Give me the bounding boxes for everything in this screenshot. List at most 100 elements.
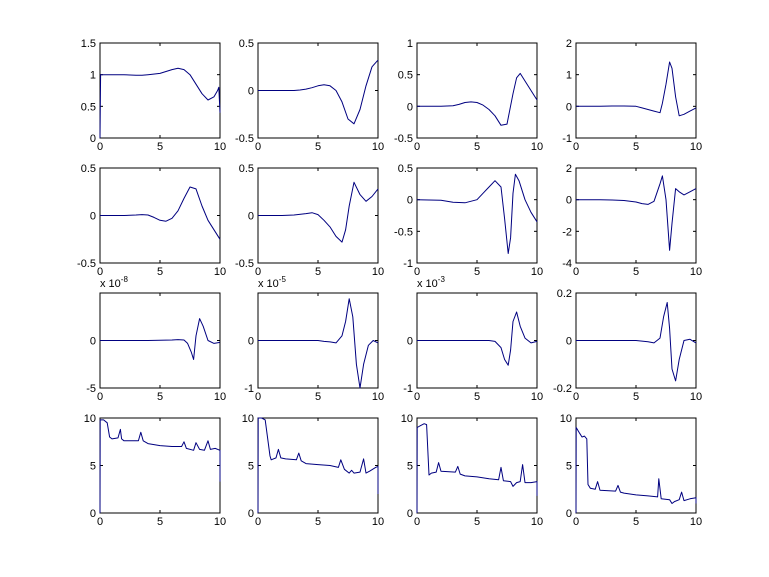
y-tick-label: -1: [403, 258, 413, 270]
x-tick-label: 0: [414, 516, 420, 528]
subplot-1-3: 0 5 10-0.500.51: [394, 38, 543, 153]
subplot-2-4: 0 5 10 -4 -2 0 2: [562, 163, 702, 278]
y-tick-label: 0: [248, 86, 254, 98]
x-tick-label: 10: [214, 141, 226, 153]
y-tick-label: 0: [248, 508, 254, 520]
x-tick-label: 0: [97, 266, 103, 278]
y-tick-label: 0: [407, 508, 413, 520]
series-line: [416, 173, 538, 254]
y-tick-label: 5: [566, 461, 572, 473]
series-line: [257, 417, 379, 514]
y-tick-label: 0.5: [239, 38, 254, 50]
x-tick-label: 5: [474, 516, 480, 528]
y-tick-label: -1: [244, 383, 254, 395]
x-tick-label: 5: [157, 141, 163, 153]
y-tick-label: -0.5: [235, 258, 254, 270]
series-line: [100, 318, 221, 360]
series-line: [417, 72, 538, 126]
x-tick-label: 0: [573, 516, 579, 528]
x-tick-label: 0: [97, 516, 103, 528]
x-tick-label: 5: [633, 391, 639, 403]
x-tick-label: 0: [414, 141, 420, 153]
y-tick-label: 10: [242, 413, 254, 425]
subplot-3-4: 0 5 10-0.200.2: [553, 288, 702, 403]
y-tick-label: 0.5: [398, 163, 413, 175]
x-tick-label: 10: [690, 391, 702, 403]
y-tick-label: 1: [566, 70, 572, 82]
y-tick-label: -0.5: [394, 133, 413, 145]
subplot-1-2: 0 5 10-0.500.5: [235, 38, 384, 153]
x-tick-label: 0: [573, 266, 579, 278]
series-line: [417, 311, 538, 366]
y-exponent-label: x 10-8: [100, 275, 128, 290]
x-tick-label: 10: [531, 391, 543, 403]
y-tick-label: 0: [90, 133, 96, 145]
x-tick-label: 5: [315, 141, 321, 153]
y-tick-label: 0: [90, 211, 96, 223]
x-tick-label: 0: [414, 266, 420, 278]
subplot-4-1: 0 5 10 0 5 10: [84, 413, 226, 528]
y-tick-label: 5: [90, 461, 96, 473]
series-line: [258, 298, 379, 389]
x-tick-label: 5: [315, 266, 321, 278]
x-tick-label: 10: [690, 141, 702, 153]
subplot-4-2: 0 5 10 0 5 10: [242, 413, 384, 528]
y-tick-label: 0.5: [81, 163, 96, 175]
x-tick-label: 0: [97, 391, 103, 403]
axes-box: [575, 167, 697, 264]
x-tick-label: 10: [531, 141, 543, 153]
x-tick-label: 5: [315, 516, 321, 528]
y-tick-label: -0.5: [394, 226, 413, 238]
subplot-4-4: 0 5 10 0 5 10: [560, 413, 702, 528]
x-tick-label: 0: [573, 141, 579, 153]
subplot-2-2: 0 5 10-0.500.5: [235, 163, 384, 278]
y-tick-label: 5: [248, 461, 254, 473]
y-tick-label: 1: [90, 70, 96, 82]
axes-box: [99, 417, 221, 514]
series-line: [100, 186, 221, 240]
subplot-2-3: 0 5 10 -1 -0.5 0 0.5: [394, 163, 543, 278]
x-tick-label: 0: [255, 516, 261, 528]
y-exponent-label: x 10-3: [417, 275, 445, 290]
x-tick-label: 0: [97, 141, 103, 153]
y-tick-label: 0: [407, 101, 413, 113]
subplot-4-3: 0 5 10 0 5 10: [401, 413, 543, 528]
x-tick-label: 10: [214, 266, 226, 278]
axes-box: [575, 417, 697, 514]
y-tick-label: 0: [566, 101, 572, 113]
y-tick-label: 0.5: [398, 70, 413, 82]
y-tick-label: 10: [560, 413, 572, 425]
x-tick-label: 10: [690, 516, 702, 528]
axes-box: [575, 42, 697, 139]
x-tick-label: 10: [690, 266, 702, 278]
subplot-3-2: 0 5 10-10x 10-5: [244, 275, 384, 403]
y-tick-label: -0.5: [235, 133, 254, 145]
y-exponent-label: x 10-5: [258, 275, 286, 290]
series-line: [416, 423, 538, 514]
y-tick-label: 0: [407, 195, 413, 207]
x-tick-label: 10: [372, 516, 384, 528]
y-tick-label: -1: [403, 383, 413, 395]
x-tick-label: 10: [531, 516, 543, 528]
series-line: [576, 61, 697, 117]
subplot-3-1: 0 5 10-50x 10-8: [86, 275, 226, 403]
y-tick-label: 0: [90, 336, 96, 348]
y-tick-label: 2: [566, 163, 572, 175]
y-tick-label: 0: [566, 508, 572, 520]
y-tick-label: 2: [566, 38, 572, 50]
series-line: [576, 302, 697, 382]
x-tick-label: 0: [255, 141, 261, 153]
x-tick-label: 5: [633, 516, 639, 528]
y-tick-label: 5: [407, 461, 413, 473]
x-tick-label: 5: [157, 391, 163, 403]
y-tick-label: -4: [562, 258, 572, 270]
x-tick-label: 5: [157, 266, 163, 278]
y-tick-label: 1.5: [81, 38, 96, 50]
y-tick-label: -1: [562, 133, 572, 145]
x-tick-label: 10: [214, 391, 226, 403]
series-line: [258, 59, 379, 125]
x-tick-label: 10: [372, 391, 384, 403]
subplot-2-1: 0 5 10-0.500.5: [77, 163, 226, 278]
y-tick-label: 10: [401, 413, 413, 425]
